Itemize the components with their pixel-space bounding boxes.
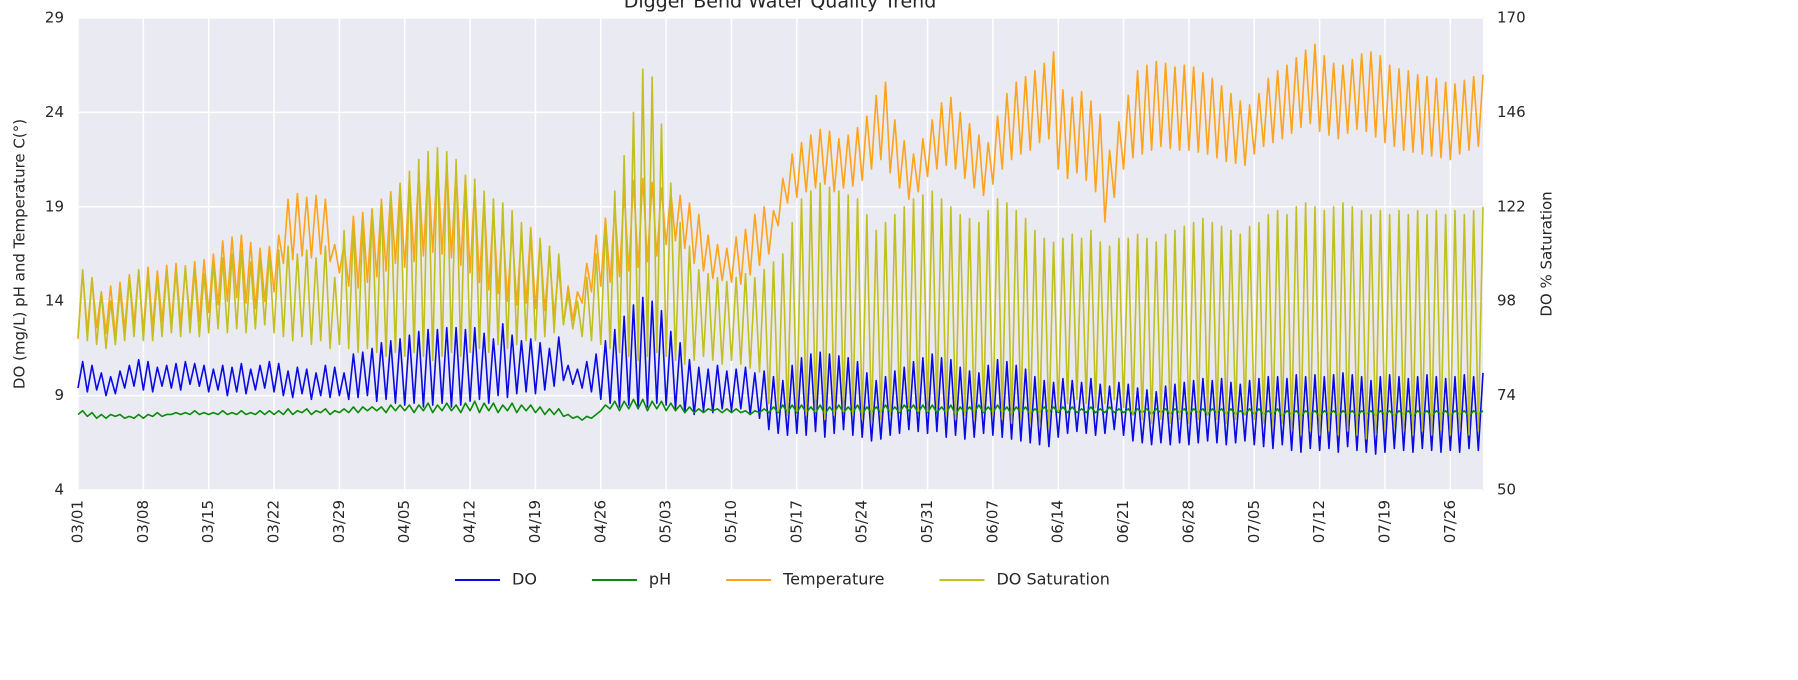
- legend-label: Temperature: [782, 570, 884, 589]
- chart-title: Digger Bend Water Quality Trend: [624, 0, 937, 13]
- lines: [77, 43, 1484, 455]
- x-tick-label: 06/14: [1049, 500, 1067, 543]
- x-tick-label: 07/05: [1245, 500, 1263, 543]
- x-tick-label: 04/05: [395, 500, 413, 543]
- y-axis-label: DO (mg/L) pH and Temperature C(°): [11, 119, 29, 389]
- x-tick-label: 07/12: [1310, 500, 1328, 543]
- legend-label: pH: [649, 570, 671, 589]
- x-tick-label: 07/26: [1441, 500, 1459, 543]
- series-line: [77, 68, 1484, 440]
- x-tick-label: 07/19: [1375, 500, 1393, 543]
- x-tick-label: 05/10: [722, 500, 740, 543]
- y-tick-label: 4: [54, 481, 64, 499]
- legend-label: DO Saturation: [996, 570, 1109, 589]
- x-tick-label: 03/08: [134, 500, 152, 543]
- x-tick-label: 03/22: [265, 500, 283, 543]
- x-tick-label: 04/12: [461, 500, 479, 543]
- x-tick-label: 06/28: [1179, 500, 1197, 543]
- y2-tick-label: 170: [1497, 9, 1526, 27]
- x-tick-label: 03/15: [199, 500, 217, 543]
- y2-tick-label: 50: [1497, 481, 1516, 499]
- x-tick-label: 05/17: [787, 500, 805, 543]
- y2-axis-label: DO % Saturation: [1538, 191, 1556, 316]
- y2-tick-label: 98: [1497, 292, 1516, 310]
- y-tick-label: 19: [45, 197, 64, 215]
- x-tick-label: 05/31: [918, 500, 936, 543]
- y-tick-label: 14: [45, 292, 64, 310]
- series-line: [77, 398, 1484, 421]
- series-line: [77, 43, 1484, 340]
- x-tick-label: 05/03: [657, 500, 675, 543]
- y2-tick-label: 122: [1497, 197, 1526, 215]
- x-tick-label: 06/21: [1114, 500, 1132, 543]
- y2-tick-label: 146: [1497, 103, 1526, 121]
- x-tick-label: 04/26: [591, 500, 609, 543]
- y-tick-label: 29: [45, 9, 64, 27]
- x-tick-label: 03/01: [69, 500, 87, 543]
- y-tick-label: 24: [45, 103, 64, 121]
- y-tick-label: 9: [54, 386, 64, 404]
- labels: 03/01 03/08 03/15 03/22 03/29 04/05 04/12 04/19…: [45, 9, 1526, 544]
- x-tick-label: 04/19: [526, 500, 544, 543]
- x-tick-label: 05/24: [853, 500, 871, 543]
- legend-label: DO: [512, 570, 537, 589]
- legend: DO pH Temperature DO Saturation: [455, 570, 1110, 589]
- y2-tick-label: 74: [1497, 386, 1516, 404]
- x-tick-label: 03/29: [330, 500, 348, 543]
- series-line: [77, 296, 1484, 455]
- x-tick-label: 06/07: [983, 500, 1001, 543]
